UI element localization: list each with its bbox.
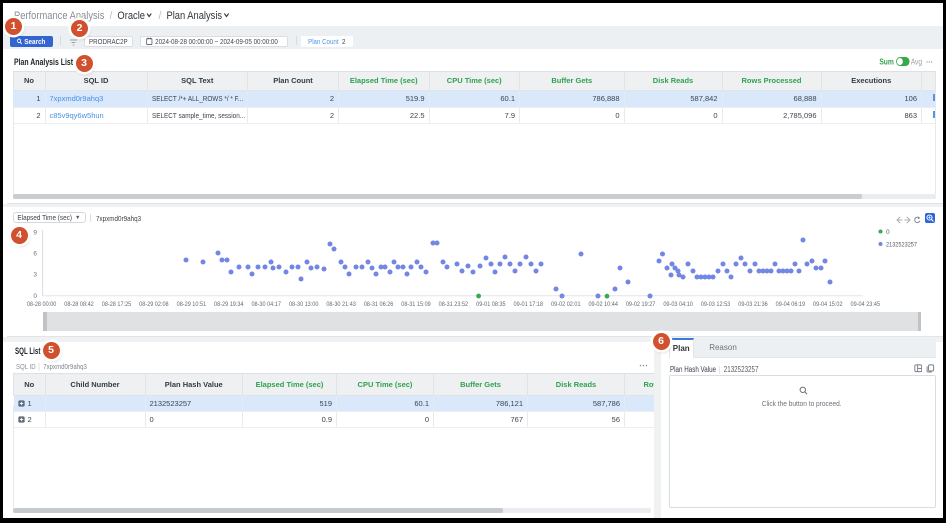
svg-text:08-30 13:00: 08-30 13:00 [289,301,319,308]
svg-text:09-02 02:01: 09-02 02:01 [551,301,581,308]
svg-text:08-29 02:08: 08-29 02:08 [139,301,169,308]
svg-text:09-04 23:45: 09-04 23:45 [851,301,881,308]
svg-text:08-31 06:26: 08-31 06:26 [364,301,394,308]
svg-text:08-29 10:51: 08-29 10:51 [177,301,207,308]
svg-text:09-03 21:36: 09-03 21:36 [738,301,768,308]
svg-text:9: 9 [33,230,37,237]
svg-text:09-04 15:02: 09-04 15:02 [813,301,843,308]
svg-text:08-29 19:34: 08-29 19:34 [214,301,244,308]
svg-text:09-01 17:18: 09-01 17:18 [514,301,544,308]
svg-text:08-28 00:00: 08-28 00:00 [27,301,57,308]
svg-text:09-03 04:10: 09-03 04:10 [663,301,693,308]
svg-text:6: 6 [33,251,37,258]
svg-text:0: 0 [33,293,37,300]
svg-text:08-31 23:52: 08-31 23:52 [439,301,469,308]
svg-text:09-02 19:27: 09-02 19:27 [626,301,656,308]
svg-text:08-30 04:17: 08-30 04:17 [251,301,281,308]
svg-text:0: 0 [886,229,890,236]
svg-text:08-28 17:25: 08-28 17:25 [102,301,132,308]
svg-text:09-04 06:19: 09-04 06:19 [776,301,806,308]
svg-text:3: 3 [33,272,37,279]
svg-text:08-30 21:43: 08-30 21:43 [326,301,356,308]
svg-text:08-28 08:42: 08-28 08:42 [64,301,94,308]
svg-text:09-01 08:35: 09-01 08:35 [476,301,506,308]
svg-text:2132523257: 2132523257 [886,242,917,249]
svg-text:08-31 15:09: 08-31 15:09 [401,301,431,308]
svg-text:09-03 12:53: 09-03 12:53 [701,301,731,308]
svg-text:09-02 10:44: 09-02 10:44 [588,301,618,308]
